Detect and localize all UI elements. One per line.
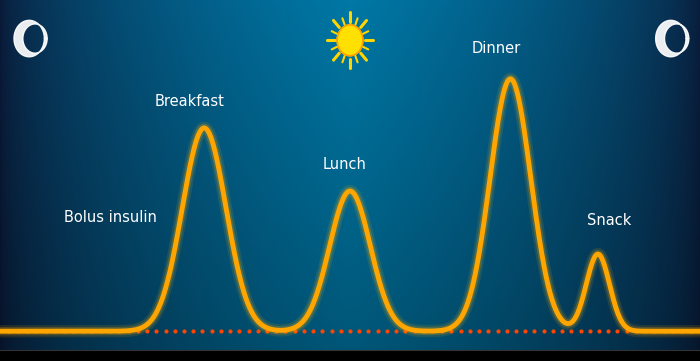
Point bbox=[603, 328, 614, 334]
Point bbox=[372, 328, 384, 334]
Point bbox=[556, 328, 568, 334]
Point bbox=[685, 328, 696, 334]
Point bbox=[59, 328, 70, 334]
Point bbox=[649, 328, 660, 334]
Point bbox=[307, 328, 318, 334]
Point bbox=[473, 328, 484, 334]
Point bbox=[409, 328, 420, 334]
Point bbox=[234, 328, 245, 334]
Point bbox=[289, 328, 300, 334]
Point bbox=[510, 328, 522, 334]
Point bbox=[446, 328, 457, 334]
Point bbox=[640, 328, 651, 334]
Point bbox=[188, 328, 199, 334]
Point bbox=[13, 328, 24, 334]
Point bbox=[483, 328, 494, 334]
Polygon shape bbox=[656, 20, 689, 57]
Text: Snack: Snack bbox=[587, 213, 632, 228]
Point bbox=[464, 328, 475, 334]
Point bbox=[501, 328, 512, 334]
Point bbox=[335, 328, 346, 334]
Point bbox=[298, 328, 309, 334]
Point bbox=[418, 328, 429, 334]
Point bbox=[566, 328, 577, 334]
Text: Bolus insulin: Bolus insulin bbox=[64, 210, 157, 225]
Point bbox=[363, 328, 374, 334]
Point bbox=[86, 328, 97, 334]
Point bbox=[271, 328, 282, 334]
Text: Lunch: Lunch bbox=[322, 157, 366, 172]
Point bbox=[676, 328, 687, 334]
Point bbox=[216, 328, 227, 334]
Point bbox=[326, 328, 337, 334]
Point bbox=[206, 328, 217, 334]
Point bbox=[77, 328, 88, 334]
Point bbox=[31, 328, 42, 334]
Point bbox=[22, 328, 33, 334]
Point bbox=[316, 328, 328, 334]
Point bbox=[123, 328, 134, 334]
Point bbox=[354, 328, 365, 334]
Point bbox=[538, 328, 550, 334]
Point bbox=[344, 328, 356, 334]
Point bbox=[667, 328, 678, 334]
Point bbox=[280, 328, 291, 334]
Circle shape bbox=[337, 25, 363, 56]
Point bbox=[225, 328, 236, 334]
Polygon shape bbox=[14, 20, 47, 57]
Point bbox=[49, 328, 60, 334]
Point bbox=[594, 328, 605, 334]
Point bbox=[437, 328, 448, 334]
Point bbox=[630, 328, 641, 334]
Point bbox=[243, 328, 254, 334]
Point bbox=[547, 328, 559, 334]
Point bbox=[40, 328, 51, 334]
Point bbox=[612, 328, 623, 334]
Point bbox=[658, 328, 669, 334]
Point bbox=[160, 328, 171, 334]
Point bbox=[178, 328, 190, 334]
Point bbox=[519, 328, 531, 334]
Point bbox=[584, 328, 596, 334]
Point bbox=[382, 328, 393, 334]
Point bbox=[132, 328, 144, 334]
Point bbox=[529, 328, 540, 334]
Point bbox=[621, 328, 632, 334]
Point bbox=[455, 328, 466, 334]
Point bbox=[391, 328, 402, 334]
Point bbox=[114, 328, 125, 334]
Text: Dinner: Dinner bbox=[471, 41, 521, 56]
Point bbox=[492, 328, 503, 334]
Point bbox=[150, 328, 162, 334]
Point bbox=[575, 328, 586, 334]
Point bbox=[141, 328, 153, 334]
Point bbox=[252, 328, 263, 334]
Text: Breakfast: Breakfast bbox=[155, 93, 225, 109]
Point bbox=[95, 328, 106, 334]
Point bbox=[197, 328, 208, 334]
Point bbox=[261, 328, 272, 334]
Point bbox=[428, 328, 439, 334]
Point bbox=[3, 328, 14, 334]
Point bbox=[169, 328, 181, 334]
Point bbox=[104, 328, 116, 334]
Point bbox=[400, 328, 411, 334]
Point bbox=[68, 328, 79, 334]
